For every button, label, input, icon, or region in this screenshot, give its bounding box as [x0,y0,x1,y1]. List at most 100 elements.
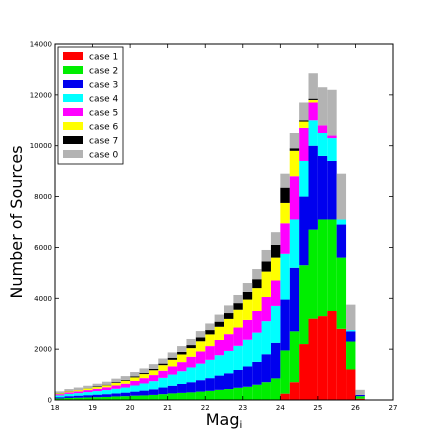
bar-segment-case-3-bin-7 [120,392,131,397]
bar-segment-case-0-bin-29 [327,89,337,136]
bar-segment-case-7-bin-20 [242,291,253,300]
bar-segment-case-2-bin-27 [308,229,318,319]
bar-segment-case-3-bin-18 [224,373,234,390]
bar-segment-case-3-bin-2 [73,395,84,398]
legend-swatch-case-3 [63,80,83,88]
legend-swatch-case-2 [63,66,83,74]
bar-segment-case-0-bin-24 [280,173,290,188]
bar-segment-case-6-bin-10 [148,370,159,376]
bar-segment-case-7-bin-22 [261,261,271,272]
bar-segment-case-4-bin-25 [289,219,300,268]
bar-segment-case-0-bin-1 [64,389,74,392]
bar-segment-case-5-bin-21 [252,311,262,333]
bar-segment-case-7-bin-9 [139,373,149,375]
bar-segment-case-1-bin-29 [327,311,337,400]
bar-segment-case-2-bin-32 [355,396,365,399]
bar-segment-case-4-bin-7 [120,387,131,393]
bar-segment-case-2-bin-31 [346,341,356,370]
bar-segment-case-6-bin-8 [130,377,140,381]
bar-segment-case-0-bin-16 [205,323,215,331]
bar-segment-case-7-bin-13 [177,351,187,355]
bar-segment-case-3-bin-12 [167,385,178,394]
bar-segment-case-2-bin-23 [270,378,281,400]
x-tick-label: 19 [88,404,97,412]
bar-segment-case-6-bin-9 [139,374,149,379]
bar-segment-case-4-bin-6 [111,388,121,394]
bar-segment-case-0-bin-2 [73,387,84,390]
bar-segment-case-7-bin-17 [214,321,224,327]
bar-segment-case-0-bin-25 [289,133,300,149]
bar-segment-case-4-bin-12 [167,374,178,386]
bar-segment-case-1-bin-31 [346,369,356,400]
bar-segment-case-0-bin-21 [252,269,262,280]
bar-segment-case-3-bin-5 [101,394,112,397]
legend-label-case-4: case 4 [89,95,119,105]
bar-segment-case-4-bin-2 [73,393,84,396]
bar-segment-case-3-bin-26 [299,196,309,266]
bar-segment-case-4-bin-18 [224,350,234,374]
bar-segment-case-7-bin-24 [280,187,290,203]
bar-segment-case-0-bin-7 [120,376,131,380]
x-tick-label: 26 [351,404,360,412]
bar-segment-case-0-bin-9 [139,368,149,374]
bar-segment-case-2-bin-2 [73,397,84,400]
legend-label-case-2: case 2 [89,67,118,77]
bar-segment-case-0-bin-23 [270,232,281,245]
bar-segment-case-6-bin-24 [280,202,290,224]
bar-segment-case-5-bin-25 [289,176,300,220]
bar-segment-case-5-bin-24 [280,223,290,254]
bar-segment-case-3-bin-0 [55,397,65,399]
bar-segment-case-2-bin-14 [186,392,196,400]
bar-segment-case-3-bin-23 [270,342,281,379]
bar-segment-case-7-bin-26 [299,120,309,122]
bar-segment-case-6-bin-15 [195,341,206,352]
y-tick-label: 12000 [30,91,52,99]
bar-segment-case-6-bin-18 [224,318,234,335]
bar-segment-case-2-bin-18 [224,389,234,400]
bar-segment-case-4-bin-9 [139,383,149,391]
bar-segment-case-6-bin-4 [92,387,102,389]
bar-segment-case-7-bin-27 [308,98,318,100]
bar-segment-case-5-bin-4 [92,388,102,392]
bar-segment-case-7-bin-16 [205,330,215,335]
bar-segment-case-0-bin-31 [346,304,356,331]
bar-segment-case-5-bin-5 [101,387,112,391]
bar-segment-case-2-bin-1 [64,397,74,400]
bar-segment-case-6-bin-1 [64,391,74,393]
bar-segment-case-0-bin-13 [177,346,187,352]
bar-segment-case-4-bin-26 [299,160,309,197]
bar-segment-case-0-bin-5 [101,381,112,385]
bar-segment-case-6-bin-16 [205,334,215,347]
bar-segment-case-2-bin-6 [111,396,121,400]
bar-segment-case-3-bin-27 [308,145,318,230]
legend-label-case-0: case 0 [89,151,119,161]
bar-segment-case-4-bin-11 [158,377,168,388]
bar-segment-case-4-bin-14 [186,367,196,383]
x-tick-label: 24 [276,404,285,412]
bar-segment-case-2-bin-7 [120,396,131,400]
bar-segment-case-6-bin-21 [252,288,262,311]
bar-segment-case-4-bin-21 [252,332,262,362]
bar-segment-case-4-bin-20 [242,339,253,367]
bar-segment-case-3-bin-1 [64,396,74,398]
bar-segment-case-6-bin-26 [299,121,309,128]
bar-segment-case-0-bin-22 [261,249,271,262]
bar-segment-case-3-bin-17 [214,375,224,390]
bar-segment-case-5-bin-10 [148,375,159,382]
bar-segment-case-7-bin-21 [252,279,262,289]
bar-segment-case-3-bin-19 [233,369,243,388]
bar-segment-case-7-bin-14 [186,345,196,349]
bar-segment-case-6-bin-11 [158,365,168,371]
bar-segment-case-2-bin-20 [242,386,253,400]
x-tick-label: 22 [201,404,210,412]
bar-segment-case-3-bin-31 [346,331,356,342]
bar-segment-case-6-bin-7 [120,380,131,384]
bar-segment-case-3-bin-13 [177,383,187,393]
bar-segment-case-3-bin-28 [317,155,328,220]
bar-segment-case-5-bin-14 [186,356,196,368]
bar-segment-case-7-bin-4 [92,386,102,388]
bar-segment-case-3-bin-20 [242,366,253,387]
bar-segment-case-0-bin-15 [195,331,206,338]
bar-segment-case-6-bin-13 [177,354,187,363]
